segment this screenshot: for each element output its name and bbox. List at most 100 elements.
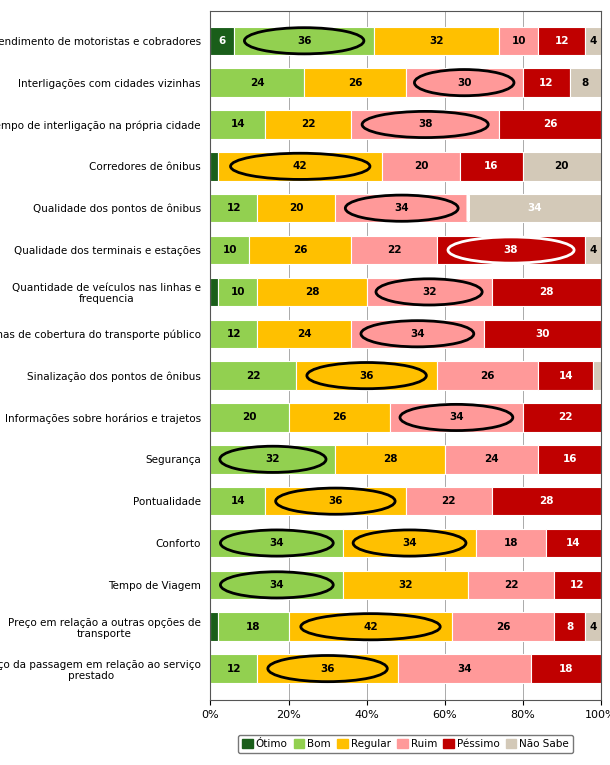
Bar [210,445,336,474]
Bar [265,110,351,138]
Text: 20: 20 [242,412,257,422]
Bar [398,654,531,683]
Bar [531,654,601,683]
Text: 4: 4 [589,622,597,632]
Bar [304,68,406,97]
Bar [210,361,296,390]
Text: 36: 36 [320,663,335,674]
Text: 22: 22 [442,496,456,506]
Bar [289,403,390,431]
Text: 28: 28 [539,287,553,297]
Text: 42: 42 [293,161,307,171]
Bar [210,152,218,181]
Text: 32: 32 [422,287,436,297]
Text: 34: 34 [449,412,464,422]
Bar [539,361,593,390]
Bar [210,654,257,683]
Bar [257,654,398,683]
Text: 12: 12 [570,580,584,590]
Bar [453,613,554,641]
Text: 28: 28 [305,287,319,297]
Bar [367,278,492,306]
Text: 10: 10 [223,245,237,255]
Text: 26: 26 [481,370,495,381]
Bar [406,68,523,97]
Text: 18: 18 [504,538,518,548]
Bar [382,152,461,181]
Text: 28: 28 [383,454,397,464]
Legend: Ótimo, Bom, Regular, Ruim, Péssimo, Não Sabe: Ótimo, Bom, Regular, Ruim, Péssimo, Não … [238,735,573,754]
Text: 10: 10 [231,287,245,297]
Bar [585,236,601,264]
Text: 34: 34 [270,580,284,590]
Bar [343,571,468,599]
Bar [336,194,468,223]
Text: 36: 36 [297,36,311,46]
Text: 12: 12 [554,36,569,46]
Bar [210,278,218,306]
Bar [468,194,601,223]
Text: 22: 22 [301,119,315,129]
Bar [210,236,249,264]
Text: 12: 12 [227,329,241,339]
Bar [249,236,351,264]
Bar [492,487,601,516]
Bar [296,361,437,390]
Text: 24: 24 [250,77,265,88]
Bar [437,361,539,390]
Bar [468,571,554,599]
Text: 34: 34 [402,538,417,548]
Bar [289,613,453,641]
Bar [406,487,492,516]
Text: 38: 38 [418,119,432,129]
Bar [210,194,257,223]
Text: 22: 22 [504,580,518,590]
Text: 34: 34 [457,663,472,674]
Bar [218,613,289,641]
Bar [210,110,265,138]
Text: 38: 38 [504,245,518,255]
Bar [210,487,265,516]
Bar [523,68,570,97]
Bar [539,445,601,474]
Bar [523,152,601,181]
Text: 14: 14 [558,370,573,381]
Bar [585,27,601,55]
Text: 12: 12 [539,77,553,88]
Text: 32: 32 [429,36,444,46]
Text: 10: 10 [512,36,526,46]
Bar [351,320,484,348]
Bar [461,152,523,181]
Bar [257,278,367,306]
Bar [585,613,601,641]
Text: 12: 12 [227,203,241,213]
Text: 14: 14 [231,119,245,129]
Text: 18: 18 [559,663,573,674]
Bar [492,278,601,306]
Bar [554,613,585,641]
Bar [257,194,336,223]
Text: 24: 24 [484,454,499,464]
Text: 26: 26 [332,412,346,422]
Text: 20: 20 [554,161,569,171]
Text: 24: 24 [297,329,312,339]
Text: 8: 8 [566,622,573,632]
Bar [218,278,257,306]
Text: 8: 8 [581,77,589,88]
Bar [351,110,500,138]
Text: 14: 14 [231,496,245,506]
Bar [218,152,382,181]
Text: 14: 14 [566,538,581,548]
Text: 20: 20 [289,203,304,213]
Bar [210,529,343,557]
Text: 4: 4 [589,245,597,255]
Bar [437,236,585,264]
Bar [500,110,601,138]
Text: 36: 36 [359,370,374,381]
Text: 4: 4 [589,36,597,46]
Text: 30: 30 [535,329,550,339]
Bar [570,68,601,97]
Bar [257,320,351,348]
Text: 16: 16 [562,454,577,464]
Text: 30: 30 [457,77,472,88]
